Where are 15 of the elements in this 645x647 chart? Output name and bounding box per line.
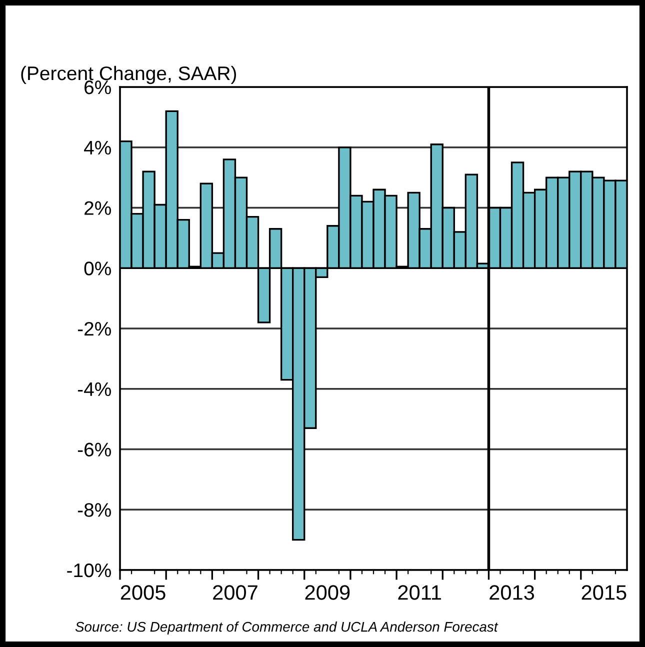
x-tick-label: 2011	[398, 585, 441, 600]
source-note: Source: US Department of Commerce and UCLA Anderson Forecast	[75, 622, 498, 634]
y-tick-label: 4%	[84, 140, 111, 155]
x-tick-label: 2015	[582, 585, 626, 600]
x-tick-label: 2007	[213, 585, 258, 600]
x-tick-label: 2009	[305, 585, 350, 600]
x-tick-label: 2005	[120, 585, 166, 600]
y-tick-label: -2%	[78, 322, 111, 336]
x-tick-label: 2013	[490, 585, 534, 600]
y-tick-label: -8%	[78, 503, 111, 517]
y-tick-label: 2%	[84, 201, 111, 215]
y-tick-label: -4%	[78, 382, 111, 396]
y-tick-label: 0%	[84, 262, 111, 276]
y-tick-label: -6%	[78, 442, 111, 456]
y-tick-label: -10%	[67, 563, 111, 578]
